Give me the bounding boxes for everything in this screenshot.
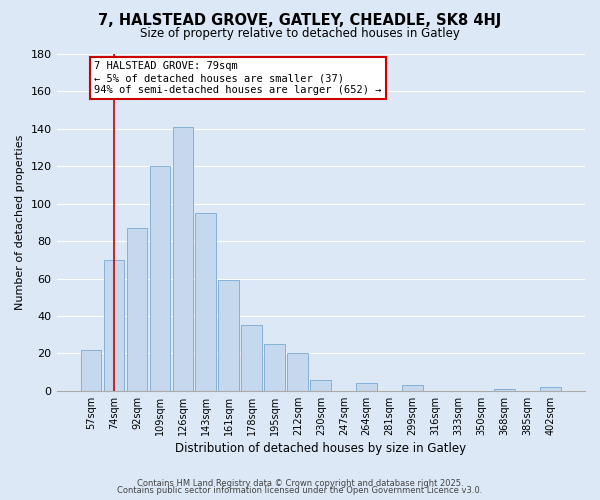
- Bar: [403, 385, 423, 391]
- Bar: [265, 344, 285, 391]
- Bar: [494, 389, 515, 391]
- Bar: [287, 354, 308, 391]
- Bar: [149, 166, 170, 391]
- Text: Contains HM Land Registry data © Crown copyright and database right 2025.: Contains HM Land Registry data © Crown c…: [137, 478, 463, 488]
- Bar: [173, 127, 193, 391]
- Bar: [356, 384, 377, 391]
- Bar: [310, 380, 331, 391]
- Bar: [241, 326, 262, 391]
- Y-axis label: Number of detached properties: Number of detached properties: [15, 134, 25, 310]
- Bar: [127, 228, 147, 391]
- Bar: [104, 260, 124, 391]
- Text: 7, HALSTEAD GROVE, GATLEY, CHEADLE, SK8 4HJ: 7, HALSTEAD GROVE, GATLEY, CHEADLE, SK8 …: [98, 12, 502, 28]
- Text: Contains public sector information licensed under the Open Government Licence v3: Contains public sector information licen…: [118, 486, 482, 495]
- Bar: [80, 350, 101, 391]
- Bar: [196, 213, 216, 391]
- X-axis label: Distribution of detached houses by size in Gatley: Distribution of detached houses by size …: [175, 442, 466, 455]
- Text: 7 HALSTEAD GROVE: 79sqm
← 5% of detached houses are smaller (37)
94% of semi-det: 7 HALSTEAD GROVE: 79sqm ← 5% of detached…: [94, 62, 382, 94]
- Bar: [540, 387, 561, 391]
- Text: Size of property relative to detached houses in Gatley: Size of property relative to detached ho…: [140, 28, 460, 40]
- Bar: [218, 280, 239, 391]
